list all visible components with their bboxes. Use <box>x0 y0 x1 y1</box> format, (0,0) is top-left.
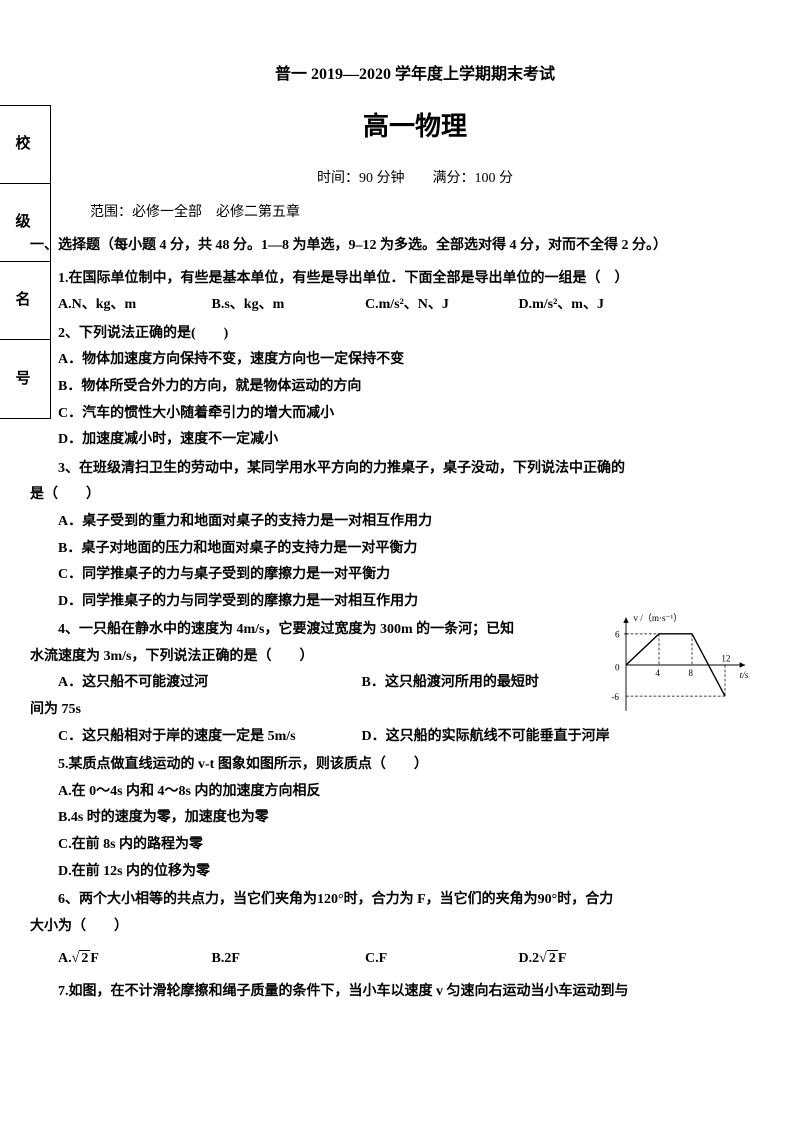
q5-opt-c: C.在前 8s 内的路程为零 <box>30 832 760 859</box>
q2-opt-c: C．汽车的惯性大小随着牵引力的增大而减小 <box>30 401 760 428</box>
q3-text-b: 是（ ） <box>30 482 760 509</box>
q1-options: A.N、kg、m B.s、kg、m C.m/s²、N、J D.m/s²、m、J <box>30 292 760 319</box>
q3-opt-c: C．同学推桌子的力与桌子受到的摩擦力是一对平衡力 <box>30 562 760 589</box>
q6-text-b: 大小为（ ） <box>30 914 760 941</box>
q4-opt-b: B．这只船渡河所用的最短时 <box>362 670 539 697</box>
q4-options-cd: C．这只船相对于岸的速度一定是 5m/s D．这只船的实际航线不可能垂直于河岸 <box>30 724 760 751</box>
q1-opt-b: B.s、kg、m <box>212 292 362 319</box>
q4-opt-d: D．这只船的实际航线不可能垂直于河岸 <box>362 724 610 751</box>
q4-opt-a: A．这只船不可能渡过河 <box>58 670 358 697</box>
q3-opt-a: A．桌子受到的重力和地面对桌子的支持力是一对相互作用力 <box>30 509 760 536</box>
q6-opt-c: C.F <box>365 946 515 973</box>
chart-xtick-12: 12 <box>721 653 731 663</box>
q6-text-a: 6、两个大小相等的共点力，当它们夹角为120°时，合力为 F，当它们的夹角为90… <box>30 887 760 914</box>
q3-opt-b: B．桌子对地面的压力和地面对桌子的支持力是一对平衡力 <box>30 536 760 563</box>
chart-xlabel: t/s <box>740 670 749 680</box>
q5-opt-b: B.4s 时的速度为零，加速度也为零 <box>30 805 760 832</box>
chart-xtick-8: 8 <box>688 668 693 678</box>
exam-scope: 范围：必修一全部 必修二第五章 <box>90 200 760 227</box>
chart-ytick-6: 6 <box>615 630 620 640</box>
q6-options: A.2F B.2F C.F D.22F <box>30 946 760 973</box>
chart-neg-y: -6 <box>611 692 619 702</box>
chart-ytick-0: 0 <box>615 663 620 673</box>
vt-chart: v /（m·s⁻¹） t/s 6 0 4 8 12 -6 <box>606 610 756 720</box>
q5-text: 5.某质点做直线运动的 v-t 图象如图所示，则该质点（ ） <box>30 752 760 779</box>
q2-opt-b: B．物体所受合外力的方向，就是物体运动的方向 <box>30 374 760 401</box>
side-grade: 级 <box>0 184 50 262</box>
exam-meta: 时间：90 分钟 满分：100 分 <box>70 166 760 193</box>
q1-text: 1.在国际单位制中，有些是基本单位，有些是导出单位．下面全部是导出单位的一组是（… <box>30 266 760 293</box>
side-label-boxes: 校 级 名 号 <box>0 105 51 419</box>
chart-xtick-4: 4 <box>655 668 660 678</box>
q1-opt-d: D.m/s²、m、J <box>519 292 669 319</box>
q5-opt-d: D.在前 12s 内的位移为零 <box>30 859 760 886</box>
q4-opt-c: C．这只船相对于岸的速度一定是 5m/s <box>58 724 358 751</box>
q7-text: 7.如图，在不计滑轮摩擦和绳子质量的条件下，当小车以速度 v 匀速向右运动当小车… <box>30 979 760 1006</box>
q2-opt-d: D．加速度减小时，速度不一定减小 <box>30 427 760 454</box>
q2-text: 2、下列说法正确的是( ) <box>30 321 760 348</box>
q3-text-a: 3、在班级清扫卫生的劳动中，某同学用水平方向的力推桌子，桌子没动，下列说法中正确… <box>30 456 760 483</box>
exam-title-line: 普一 2019—2020 学年度上学期期末考试 <box>70 60 760 90</box>
q6-opt-a: A.2F <box>58 946 208 973</box>
side-number: 号 <box>0 340 50 418</box>
q5-opt-a: A.在 0～4s 内和 4～8s 内的加速度方向相反 <box>30 779 760 806</box>
q1-opt-a: A.N、kg、m <box>58 292 208 319</box>
side-name: 名 <box>0 262 50 340</box>
exam-subject: 高一物理 <box>70 102 760 151</box>
q2-opt-a: A．物体加速度方向保持不变，速度方向也一定保持不变 <box>30 347 760 374</box>
q1-opt-c: C.m/s²、N、J <box>365 292 515 319</box>
chart-ylabel: v /（m·s⁻¹） <box>633 613 682 623</box>
q6-opt-b: B.2F <box>212 946 362 973</box>
side-school: 校 <box>0 106 50 184</box>
section-heading: 一、选择题（每小题 4 分，共 48 分。1—8 为单选，9–12 为多选。全部… <box>30 233 760 260</box>
q6-opt-d: D.22F <box>519 946 669 973</box>
